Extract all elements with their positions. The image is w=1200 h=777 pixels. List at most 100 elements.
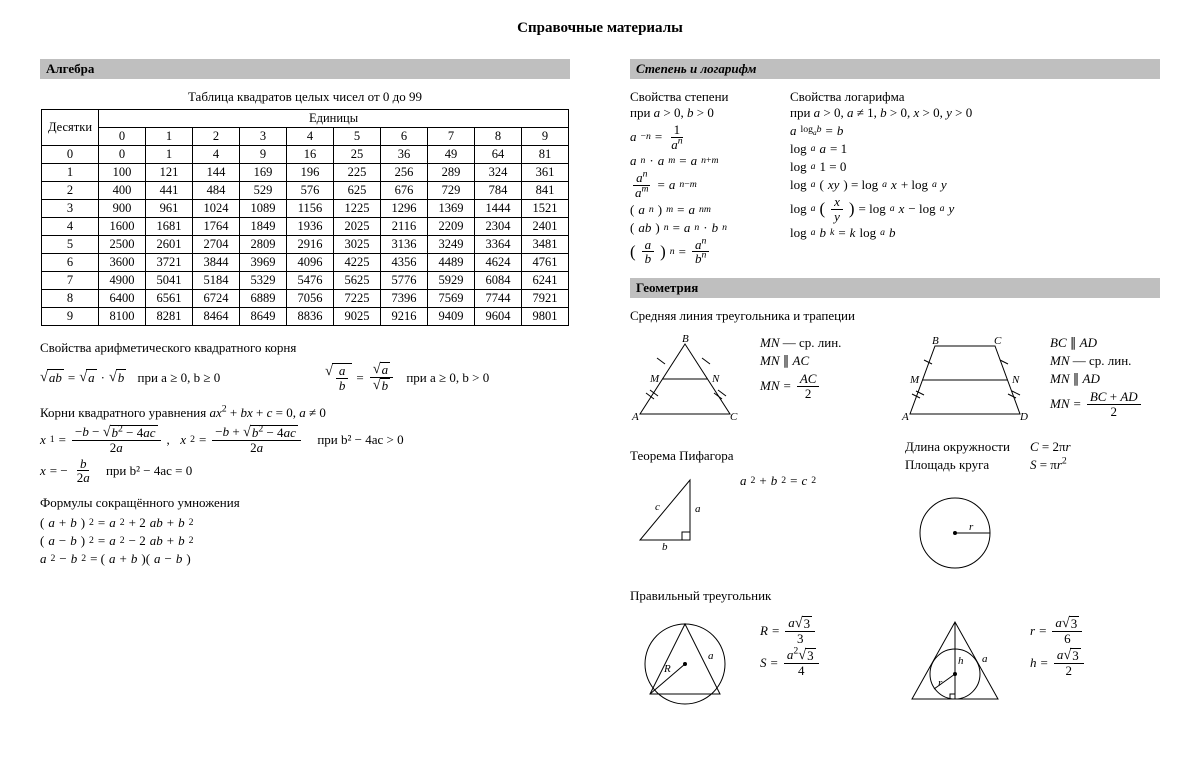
squares-cell: 4489 [428,254,475,272]
svg-text:M: M [909,374,920,386]
squares-cell: 784 [475,182,522,200]
squares-unit-header: 0 [99,128,146,146]
squares-cell: 256 [381,164,428,182]
svg-text:B: B [932,335,939,347]
squares-cell: 841 [522,182,569,200]
squares-cell: 3844 [193,254,240,272]
squares-cell: 144 [193,164,240,182]
squares-cell: 1936 [287,218,334,236]
squares-cell: 9409 [428,308,475,326]
squares-cell: 3364 [475,236,522,254]
table-row: 6360037213844396940964225435644894624476… [41,254,568,272]
squares-unit-header: 4 [287,128,334,146]
svg-text:A: A [901,411,909,423]
squares-cell: 7056 [287,290,334,308]
pythag-formula: a2 + b2 = c2 [740,472,885,490]
squares-cell: 7569 [428,290,475,308]
squares-cell: 7744 [475,290,522,308]
squares-cell: 1444 [475,200,522,218]
svg-text:D: D [1019,411,1028,423]
squares-cell: 2601 [146,236,193,254]
squares-cell: 3969 [240,254,287,272]
squares-cell: 25 [334,146,381,164]
squares-cell: 100 [99,164,146,182]
squares-units-label: Единицы [99,110,569,128]
table-row: 5250026012704280929163025313632493364348… [41,236,568,254]
squares-cell: 441 [146,182,193,200]
log-pow: loga bk = k loga b [790,225,972,241]
regtri-circum-fig: R a [630,614,740,709]
squares-cell: 484 [193,182,240,200]
squares-cell: 1089 [240,200,287,218]
table-row: 8640065616724688970567225739675697744792… [41,290,568,308]
squares-cell: 2025 [334,218,381,236]
squares-unit-header: 3 [240,128,287,146]
page-title: Справочные материалы [40,20,1160,37]
squares-unit-header: 1 [146,128,193,146]
squares-cell: 4624 [475,254,522,272]
table-row: 1100121144169196225256289324361 [41,164,568,182]
svg-text:a: a [695,503,701,515]
squares-cell: 3600 [99,254,146,272]
mult-formula-3: a2 − b2 = (a + b)(a − b) [40,551,570,567]
squares-cell: 1369 [428,200,475,218]
squares-cell: 1849 [240,218,287,236]
squares-cell: 4225 [334,254,381,272]
svg-text:a: a [982,653,988,665]
squares-cell: 2304 [475,218,522,236]
power-title: Свойства степени [630,89,760,105]
squares-cell: 2401 [522,218,569,236]
squares-cell: 1024 [193,200,240,218]
geometry-section-bar: Геометрия [630,278,1160,298]
squares-cell: 5329 [240,272,287,290]
squares-cell: 1225 [334,200,381,218]
squares-unit-header: 9 [522,128,569,146]
sqrt-prop-1: ab = a · b при a ≥ 0, b ≥ 0 [40,362,285,393]
squares-cell: 6889 [240,290,287,308]
squares-unit-header: 2 [193,128,240,146]
squares-cell: 7921 [522,290,569,308]
sqrt-prop-1-cond: при a ≥ 0, b ≥ 0 [138,370,221,386]
squares-cell: 8836 [287,308,334,326]
squares-cell: 64 [475,146,522,164]
log-cond: при a > 0, a ≠ 1, b > 0, x > 0, y > 0 [790,105,972,121]
svg-text:C: C [994,335,1002,347]
squares-cell: 225 [334,164,381,182]
squares-cell: 49 [428,146,475,164]
squares-cell: 529 [240,182,287,200]
squares-caption: Таблица квадратов целых чисел от 0 до 99 [40,89,570,105]
squares-cell: 1 [146,146,193,164]
squares-cell: 2500 [99,236,146,254]
squares-cell: 9604 [475,308,522,326]
svg-text:B: B [682,334,689,345]
squares-cell: 7225 [334,290,381,308]
power-cond: при a > 0, b > 0 [630,105,760,121]
squares-unit-header: 6 [381,128,428,146]
table-row: 7490050415184532954765625577659296084624… [41,272,568,290]
squares-cell: 5184 [193,272,240,290]
squares-cell: 8649 [240,308,287,326]
squares-tens-cell: 7 [41,272,98,290]
powlog-section-bar: Степень и логарифм [630,59,1160,79]
table-row: 4160016811764184919362025211622092304240… [41,218,568,236]
squares-cell: 6400 [99,290,146,308]
mult-formula-2: (a − b)2 = a2 − 2ab + b2 [40,533,570,549]
squares-cell: 16 [287,146,334,164]
mult-heading: Формулы сокращённого умножения [40,495,570,511]
midline-trapezoid-text: BC ∥ AD MN — ср. лин. MN ∥ AD MN = BC + … [1050,334,1160,421]
squares-cell: 9216 [381,308,428,326]
squares-tens-cell: 8 [41,290,98,308]
power-prod: (ab)n = an · bn [630,220,760,236]
svg-text:b: b [662,541,668,550]
squares-cell: 625 [334,182,381,200]
squares-cell: 400 [99,182,146,200]
squares-cell: 1156 [287,200,334,218]
squares-cell: 2209 [428,218,475,236]
squares-unit-header: 5 [334,128,381,146]
squares-cell: 5776 [381,272,428,290]
quadratic-roots: x1 = −b − b2 − 4ac 2a , x2 = −b + b2 − 4… [40,425,570,455]
log-x-y: loga (xy) = loga x − loga y [790,195,972,223]
squares-cell: 196 [287,164,334,182]
svg-text:a: a [708,650,714,662]
circle-formulas: C = 2πr S = πr2 [1030,438,1071,474]
